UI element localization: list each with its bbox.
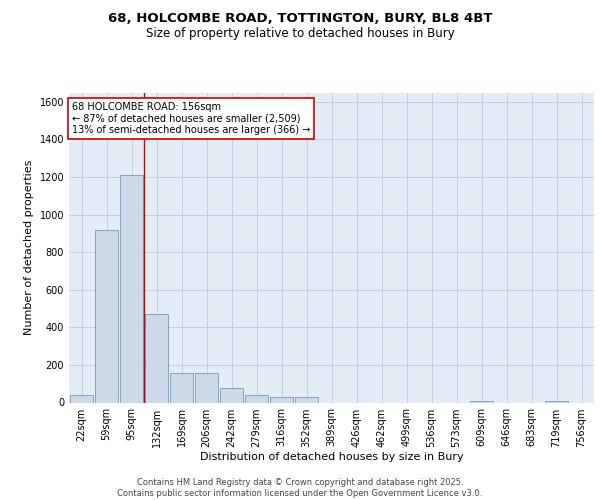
- Bar: [170, 374, 193, 402]
- Bar: [220, 388, 243, 402]
- Bar: [245, 395, 268, 402]
- Text: Size of property relative to detached houses in Bury: Size of property relative to detached ho…: [146, 28, 454, 40]
- Text: 68, HOLCOMBE ROAD, TOTTINGTON, BURY, BL8 4BT: 68, HOLCOMBE ROAD, TOTTINGTON, BURY, BL8…: [108, 12, 492, 26]
- X-axis label: Distribution of detached houses by size in Bury: Distribution of detached houses by size …: [200, 452, 463, 462]
- Y-axis label: Number of detached properties: Number of detached properties: [24, 160, 34, 335]
- Bar: [295, 397, 318, 402]
- Bar: [95, 230, 118, 402]
- Bar: [545, 400, 568, 402]
- Bar: [120, 175, 143, 402]
- Bar: [145, 314, 168, 402]
- Bar: [195, 374, 218, 402]
- Bar: [270, 397, 293, 402]
- Bar: [70, 395, 93, 402]
- Text: Contains HM Land Registry data © Crown copyright and database right 2025.
Contai: Contains HM Land Registry data © Crown c…: [118, 478, 482, 498]
- Text: 68 HOLCOMBE ROAD: 156sqm
← 87% of detached houses are smaller (2,509)
13% of sem: 68 HOLCOMBE ROAD: 156sqm ← 87% of detach…: [71, 102, 310, 135]
- Bar: [470, 400, 493, 402]
